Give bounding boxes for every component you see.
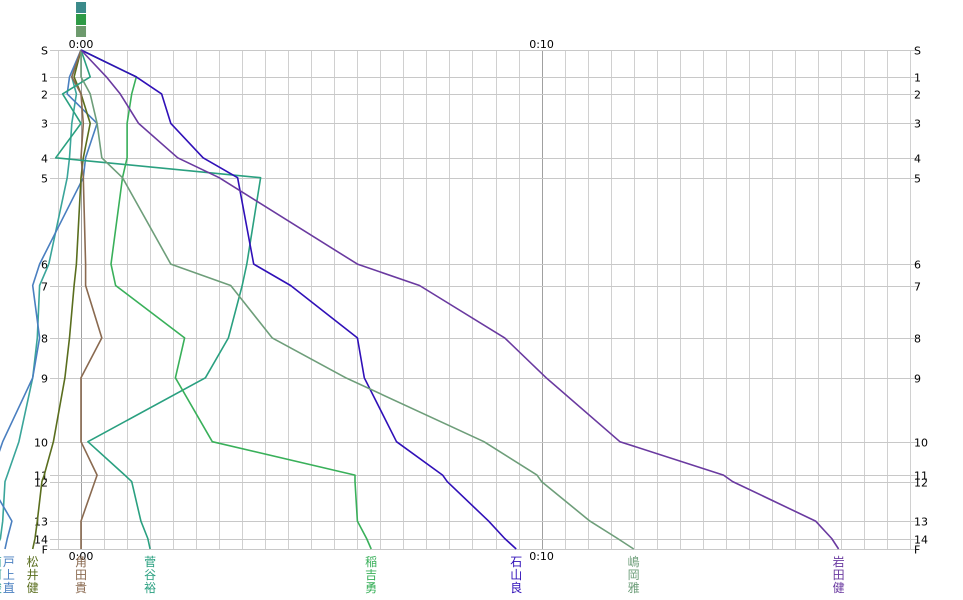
start-marker-stack <box>76 2 87 37</box>
runner-name-label: 戸上直 <box>3 555 15 595</box>
series-line <box>80 50 635 550</box>
control-label-right: S <box>914 45 921 58</box>
control-label-right: 4 <box>914 153 921 166</box>
control-label-left: S <box>41 45 48 58</box>
time-tick-label-top: 0:10 <box>529 38 554 51</box>
series-line <box>54 49 262 550</box>
control-label-right: F <box>914 544 920 557</box>
runner-name-label: 稲吉勇 <box>365 555 377 595</box>
start-stack-marker <box>76 2 87 13</box>
time-tick-label-top: 0:00 <box>69 38 94 51</box>
runner-name-labels: 南河駿戸上直松井健 角田貴 菅谷裕 稲吉勇 石山良 嶋岡雅 岩田健 <box>0 554 845 595</box>
runner-name-label: 角田貴 <box>75 555 87 595</box>
control-label-left: 7 <box>41 281 48 294</box>
control-label-left: 8 <box>41 333 48 346</box>
runner-name-label: 南河駿 <box>0 554 2 595</box>
series-line <box>0 49 82 542</box>
control-label-right: 2 <box>914 89 921 102</box>
control-label-right: 3 <box>914 118 921 131</box>
control-label-right: 10 <box>914 437 928 450</box>
runner-name-label: 岩田健 <box>833 554 845 595</box>
control-label-left: 5 <box>41 173 48 186</box>
control-label-right: 5 <box>914 173 921 186</box>
series-line <box>80 49 517 550</box>
control-label-right: 9 <box>914 373 921 386</box>
control-label-right: 1 <box>914 72 921 85</box>
start-stack-marker <box>76 14 87 25</box>
runner-name-label: 嶋岡雅 <box>628 555 640 595</box>
control-label-left: 2 <box>41 89 48 102</box>
runner-name-label: 石山良 <box>510 555 522 595</box>
control-label-right: 12 <box>914 477 928 490</box>
chart-grid <box>50 50 918 550</box>
series-line <box>71 49 103 549</box>
runner-name-label: 菅谷裕 <box>144 555 156 595</box>
control-label-left: 4 <box>41 153 48 166</box>
series-line <box>80 49 840 550</box>
control-label-right: 6 <box>914 259 921 272</box>
control-label-right: 11 <box>914 470 928 483</box>
control-label-right: 14 <box>914 534 928 547</box>
runner-name-label: 松井健 <box>27 555 39 595</box>
control-label-left: F <box>42 544 48 557</box>
start-stack-marker <box>76 26 87 37</box>
control-label-right: 13 <box>914 516 928 529</box>
time-tick-label-bottom: 0:00 <box>69 550 94 563</box>
control-label-left: 14 <box>34 534 48 547</box>
control-label-right: 8 <box>914 333 921 346</box>
control-label-left: 10 <box>34 437 48 450</box>
control-label-left: 1 <box>41 72 48 85</box>
control-label-right: 7 <box>914 281 921 294</box>
series-lines <box>0 49 840 550</box>
control-label-left: 9 <box>41 373 48 386</box>
series-line <box>31 49 91 550</box>
time-tick-label-bottom: 0:10 <box>529 550 554 563</box>
control-label-left: 3 <box>41 118 48 131</box>
control-label-left: 6 <box>41 259 48 272</box>
